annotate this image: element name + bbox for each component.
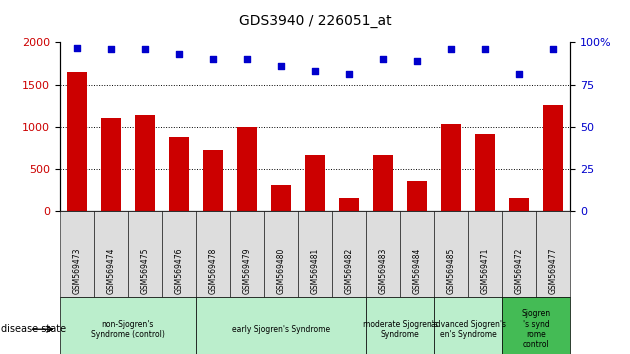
Point [140,46,150,52]
Text: GSM569483: GSM569483 [379,247,387,294]
Point [378,56,388,62]
Point [242,56,252,62]
Text: GSM569475: GSM569475 [140,247,149,294]
Text: GSM569482: GSM569482 [345,247,353,294]
Text: GSM569472: GSM569472 [515,247,524,294]
Text: GSM569476: GSM569476 [175,247,183,294]
Point [310,68,320,74]
Bar [509,199,529,211]
Bar [169,137,189,211]
Point [548,46,558,52]
Text: Sjogren
's synd
rome
control: Sjogren 's synd rome control [522,309,551,349]
Text: GSM569473: GSM569473 [72,247,81,294]
Bar [135,115,155,211]
Text: GSM569478: GSM569478 [209,247,217,294]
Point [276,63,286,69]
Bar [305,155,325,211]
Bar [373,155,393,211]
Point [106,46,116,52]
Bar [203,150,223,211]
Point [446,46,456,52]
Text: non-Sjogren's
Syndrome (control): non-Sjogren's Syndrome (control) [91,320,165,339]
Text: advanced Sjogren's
en's Syndrome: advanced Sjogren's en's Syndrome [430,320,506,339]
Bar [67,72,87,211]
Bar [475,134,495,211]
Point [412,58,422,64]
Bar [339,199,359,211]
Text: moderate Sjogren's
Syndrome: moderate Sjogren's Syndrome [363,320,437,339]
Bar [271,185,291,211]
Point [344,72,354,77]
Text: early Sjogren's Syndrome: early Sjogren's Syndrome [232,325,330,334]
Bar [237,127,257,211]
Bar [101,118,121,211]
Bar [441,124,461,211]
Text: GSM569479: GSM569479 [243,247,251,294]
Text: GSM569471: GSM569471 [481,247,490,294]
Bar [543,105,563,211]
Text: GDS3940 / 226051_at: GDS3940 / 226051_at [239,14,391,28]
Text: GSM569485: GSM569485 [447,247,455,294]
Text: GSM569477: GSM569477 [549,247,558,294]
Point [480,46,490,52]
Text: GSM569481: GSM569481 [311,247,319,294]
Point [174,51,184,57]
Text: GSM569480: GSM569480 [277,247,285,294]
Text: disease state: disease state [1,324,66,334]
Point [72,45,82,50]
Point [514,72,524,77]
Point [208,56,218,62]
Text: GSM569484: GSM569484 [413,247,421,294]
Text: GSM569474: GSM569474 [106,247,115,294]
Bar [407,181,427,211]
